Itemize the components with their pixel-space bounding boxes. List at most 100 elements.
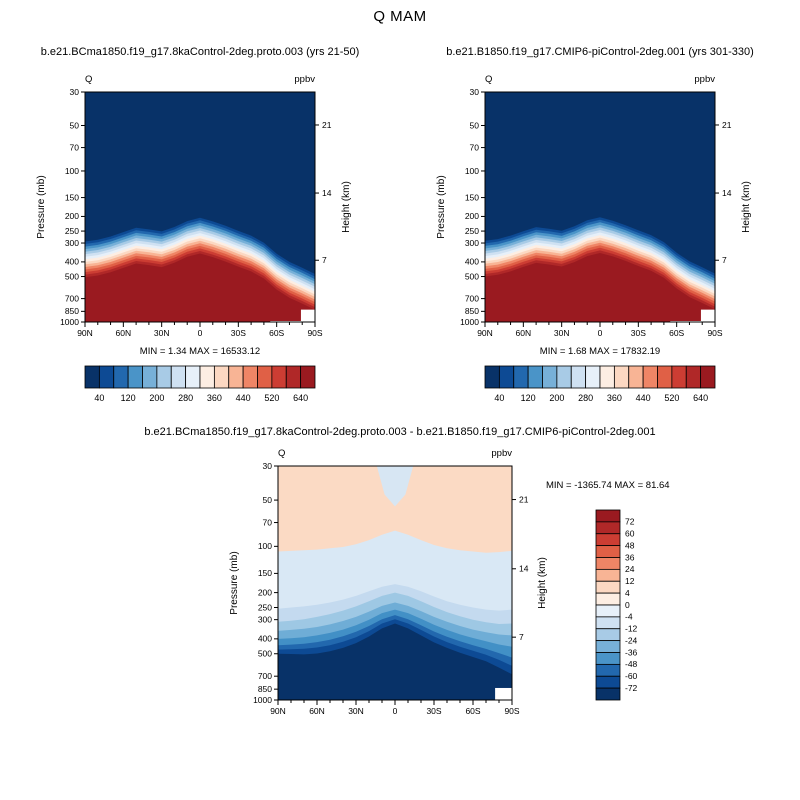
svg-text:50: 50 — [470, 120, 480, 130]
svg-text:4: 4 — [625, 588, 630, 598]
svg-text:21: 21 — [322, 120, 332, 130]
svg-text:-24: -24 — [625, 635, 638, 645]
svg-text:14: 14 — [722, 188, 732, 198]
svg-text:850: 850 — [465, 306, 479, 316]
panel1-contour-plot: 90N 60N 30N 0 30S 60S 90S 30 50 70 100 150 200 250 300… — [36, 74, 352, 403]
svg-text:Height (km): Height (km) — [537, 557, 548, 609]
svg-text:200: 200 — [149, 393, 164, 403]
svg-text:360: 360 — [607, 393, 622, 403]
svg-text:60N: 60N — [516, 328, 532, 338]
svg-text:280: 280 — [178, 393, 193, 403]
svg-text:-36: -36 — [625, 647, 638, 657]
panel3-difference-plot: 90N 60N 30N 0 30S 60S 90S305070100150200250300… — [229, 448, 670, 716]
svg-text:1000: 1000 — [253, 695, 272, 705]
svg-text:72: 72 — [625, 517, 635, 527]
svg-text:50: 50 — [263, 495, 273, 505]
svg-text:120: 120 — [121, 393, 136, 403]
svg-text:640: 640 — [693, 393, 708, 403]
svg-text:90N: 90N — [77, 328, 93, 338]
svg-text:60N: 60N — [116, 328, 132, 338]
svg-text:7: 7 — [722, 255, 727, 265]
svg-text:60S: 60S — [269, 328, 284, 338]
svg-text:36: 36 — [625, 552, 635, 562]
svg-text:150: 150 — [258, 568, 272, 578]
svg-text:700: 700 — [65, 293, 79, 303]
svg-text:360: 360 — [207, 393, 222, 403]
svg-text:7: 7 — [519, 632, 524, 642]
svg-text:60S: 60S — [465, 706, 480, 716]
svg-text:70: 70 — [470, 142, 480, 152]
svg-text:Q: Q — [85, 74, 92, 85]
svg-text:30: 30 — [70, 87, 80, 97]
svg-text:500: 500 — [258, 649, 272, 659]
svg-text:90S: 90S — [307, 328, 322, 338]
svg-text:-72: -72 — [625, 683, 638, 693]
svg-text:90S: 90S — [707, 328, 722, 338]
svg-text:ppbv: ppbv — [491, 448, 512, 459]
svg-text:400: 400 — [258, 634, 272, 644]
svg-text:100: 100 — [65, 166, 79, 176]
svg-text:120: 120 — [521, 393, 536, 403]
svg-text:440: 440 — [236, 393, 251, 403]
svg-text:0: 0 — [625, 600, 630, 610]
svg-text:200: 200 — [65, 211, 79, 221]
svg-text:21: 21 — [722, 120, 732, 130]
svg-text:30N: 30N — [554, 328, 570, 338]
svg-text:MIN = 1.34 MAX = 16533.12: MIN = 1.34 MAX = 16533.12 — [140, 346, 260, 357]
svg-text:70: 70 — [263, 517, 273, 527]
panel2-title: b.e21.B1850.f19_g17.CMIP6-piControl-2deg… — [446, 46, 754, 58]
svg-text:14: 14 — [322, 188, 332, 198]
svg-text:250: 250 — [258, 602, 272, 612]
svg-text:60N: 60N — [309, 706, 325, 716]
svg-text:60: 60 — [625, 529, 635, 539]
svg-text:250: 250 — [65, 226, 79, 236]
svg-text:1000: 1000 — [460, 317, 479, 327]
svg-text:200: 200 — [549, 393, 564, 403]
svg-text:MIN = 1.68 MAX = 17832.19: MIN = 1.68 MAX = 17832.19 — [540, 346, 660, 357]
svg-text:100: 100 — [465, 166, 479, 176]
svg-text:90S: 90S — [504, 706, 519, 716]
svg-text:30S: 30S — [231, 328, 246, 338]
svg-text:48: 48 — [625, 540, 635, 550]
svg-text:850: 850 — [65, 306, 79, 316]
svg-text:700: 700 — [258, 671, 272, 681]
svg-text:Pressure (mb): Pressure (mb) — [36, 175, 47, 238]
svg-text:30S: 30S — [631, 328, 646, 338]
svg-text:500: 500 — [465, 271, 479, 281]
svg-text:70: 70 — [70, 142, 80, 152]
svg-text:-4: -4 — [625, 612, 633, 622]
svg-text:ppbv: ppbv — [294, 74, 315, 85]
svg-text:0: 0 — [393, 706, 398, 716]
svg-text:90N: 90N — [477, 328, 493, 338]
svg-text:MIN = -1365.74 MAX = 81.64: MIN = -1365.74 MAX = 81.64 — [546, 480, 670, 491]
svg-text:300: 300 — [65, 238, 79, 248]
svg-text:40: 40 — [94, 393, 104, 403]
svg-text:850: 850 — [258, 684, 272, 694]
svg-text:1000: 1000 — [60, 317, 79, 327]
panel1-title: b.e21.BCma1850.f19_g17.8kaControl-2deg.p… — [40, 46, 360, 58]
svg-text:Q: Q — [485, 74, 492, 85]
svg-text:30N: 30N — [154, 328, 170, 338]
svg-text:150: 150 — [465, 192, 479, 202]
panel2-contour-plot: 90N 60N 30N 0 30S 60S 90S 30 50 70 100 150 200 250 300… — [436, 74, 752, 403]
svg-text:ppbv: ppbv — [694, 74, 715, 85]
svg-text:-12: -12 — [625, 624, 638, 634]
svg-text:21: 21 — [519, 494, 529, 504]
svg-text:24: 24 — [625, 564, 635, 574]
svg-text:400: 400 — [465, 257, 479, 267]
svg-text:12: 12 — [625, 576, 635, 586]
svg-text:640: 640 — [293, 393, 308, 403]
svg-text:200: 200 — [465, 211, 479, 221]
svg-text:100: 100 — [258, 541, 272, 551]
svg-text:520: 520 — [664, 393, 679, 403]
figure-title: Q MAM — [373, 8, 427, 25]
svg-text:0: 0 — [598, 328, 603, 338]
svg-text:Height (km): Height (km) — [741, 181, 752, 233]
svg-text:280: 280 — [578, 393, 593, 403]
svg-text:200: 200 — [258, 587, 272, 597]
svg-text:40: 40 — [494, 393, 504, 403]
svg-text:30S: 30S — [426, 706, 441, 716]
svg-text:440: 440 — [636, 393, 651, 403]
svg-text:-48: -48 — [625, 659, 638, 669]
